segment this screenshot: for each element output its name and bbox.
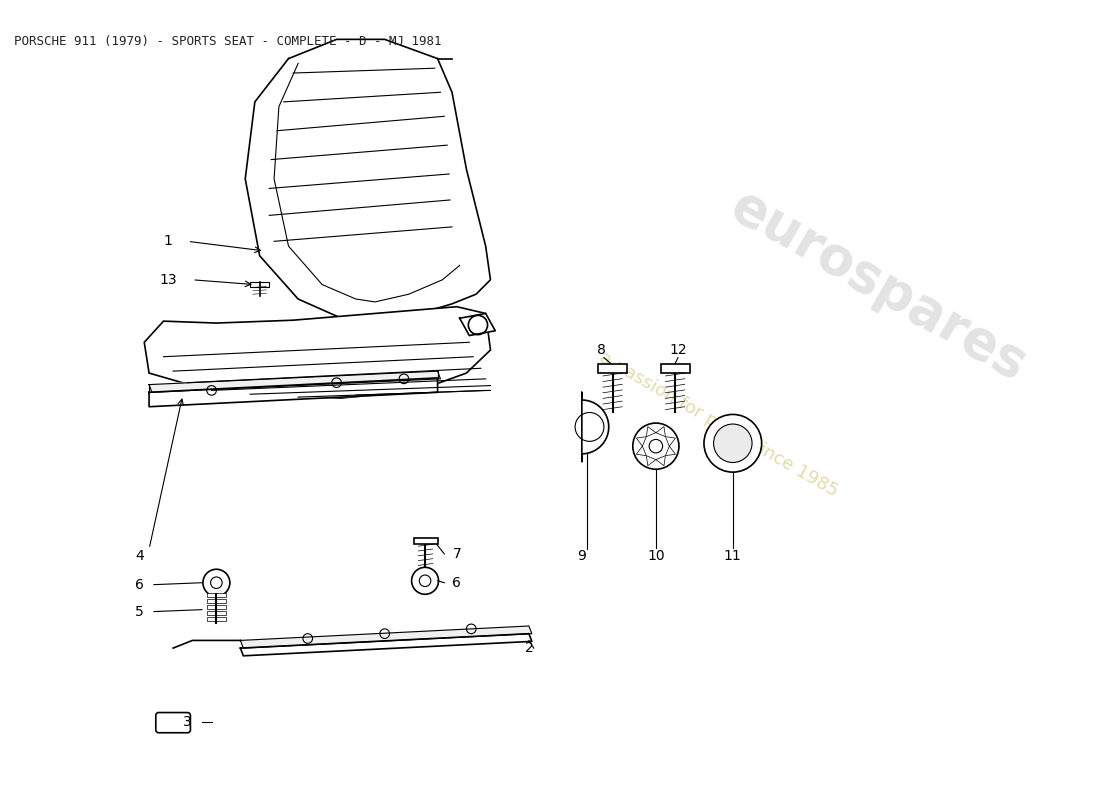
Polygon shape (207, 605, 226, 609)
Text: eurospares: eurospares (722, 180, 1036, 392)
Polygon shape (666, 446, 675, 456)
Circle shape (649, 439, 662, 453)
Text: PORSCHE 911 (1979) - SPORTS SEAT - COMPLETE - D - MJ 1981: PORSCHE 911 (1979) - SPORTS SEAT - COMPL… (14, 34, 442, 47)
Polygon shape (241, 634, 531, 656)
Text: 13: 13 (160, 273, 177, 286)
Polygon shape (647, 426, 656, 437)
Text: 4: 4 (135, 549, 144, 562)
Text: 3: 3 (184, 715, 191, 729)
Text: 10: 10 (647, 549, 664, 562)
Polygon shape (207, 611, 226, 615)
Polygon shape (636, 446, 647, 456)
Text: 12: 12 (669, 343, 686, 357)
Polygon shape (656, 426, 666, 437)
Polygon shape (150, 378, 438, 406)
Circle shape (202, 570, 230, 596)
FancyBboxPatch shape (156, 713, 190, 733)
Polygon shape (414, 538, 438, 544)
Polygon shape (636, 437, 647, 446)
Text: 8: 8 (596, 343, 605, 357)
Text: 11: 11 (724, 549, 741, 562)
Circle shape (419, 575, 431, 586)
Circle shape (704, 414, 761, 472)
Polygon shape (460, 314, 495, 335)
Circle shape (632, 423, 679, 470)
Text: a passion for parts since 1985: a passion for parts since 1985 (596, 348, 842, 500)
Polygon shape (207, 599, 226, 603)
Polygon shape (598, 365, 627, 373)
Polygon shape (207, 593, 226, 597)
Circle shape (714, 424, 752, 462)
Circle shape (411, 567, 439, 594)
Polygon shape (582, 392, 608, 462)
Text: 6: 6 (135, 578, 144, 592)
Polygon shape (250, 282, 270, 287)
Polygon shape (241, 626, 531, 648)
Polygon shape (647, 456, 656, 466)
Polygon shape (666, 437, 675, 446)
Text: 9: 9 (578, 549, 586, 562)
Polygon shape (144, 306, 491, 398)
Polygon shape (150, 371, 440, 392)
Text: 6: 6 (452, 576, 461, 590)
Text: 1: 1 (164, 234, 173, 248)
Circle shape (210, 577, 222, 589)
Text: 2: 2 (525, 641, 533, 655)
Text: 7: 7 (452, 547, 461, 561)
Text: 5: 5 (135, 605, 144, 618)
Polygon shape (207, 617, 226, 621)
Polygon shape (661, 365, 690, 373)
Polygon shape (656, 456, 666, 466)
